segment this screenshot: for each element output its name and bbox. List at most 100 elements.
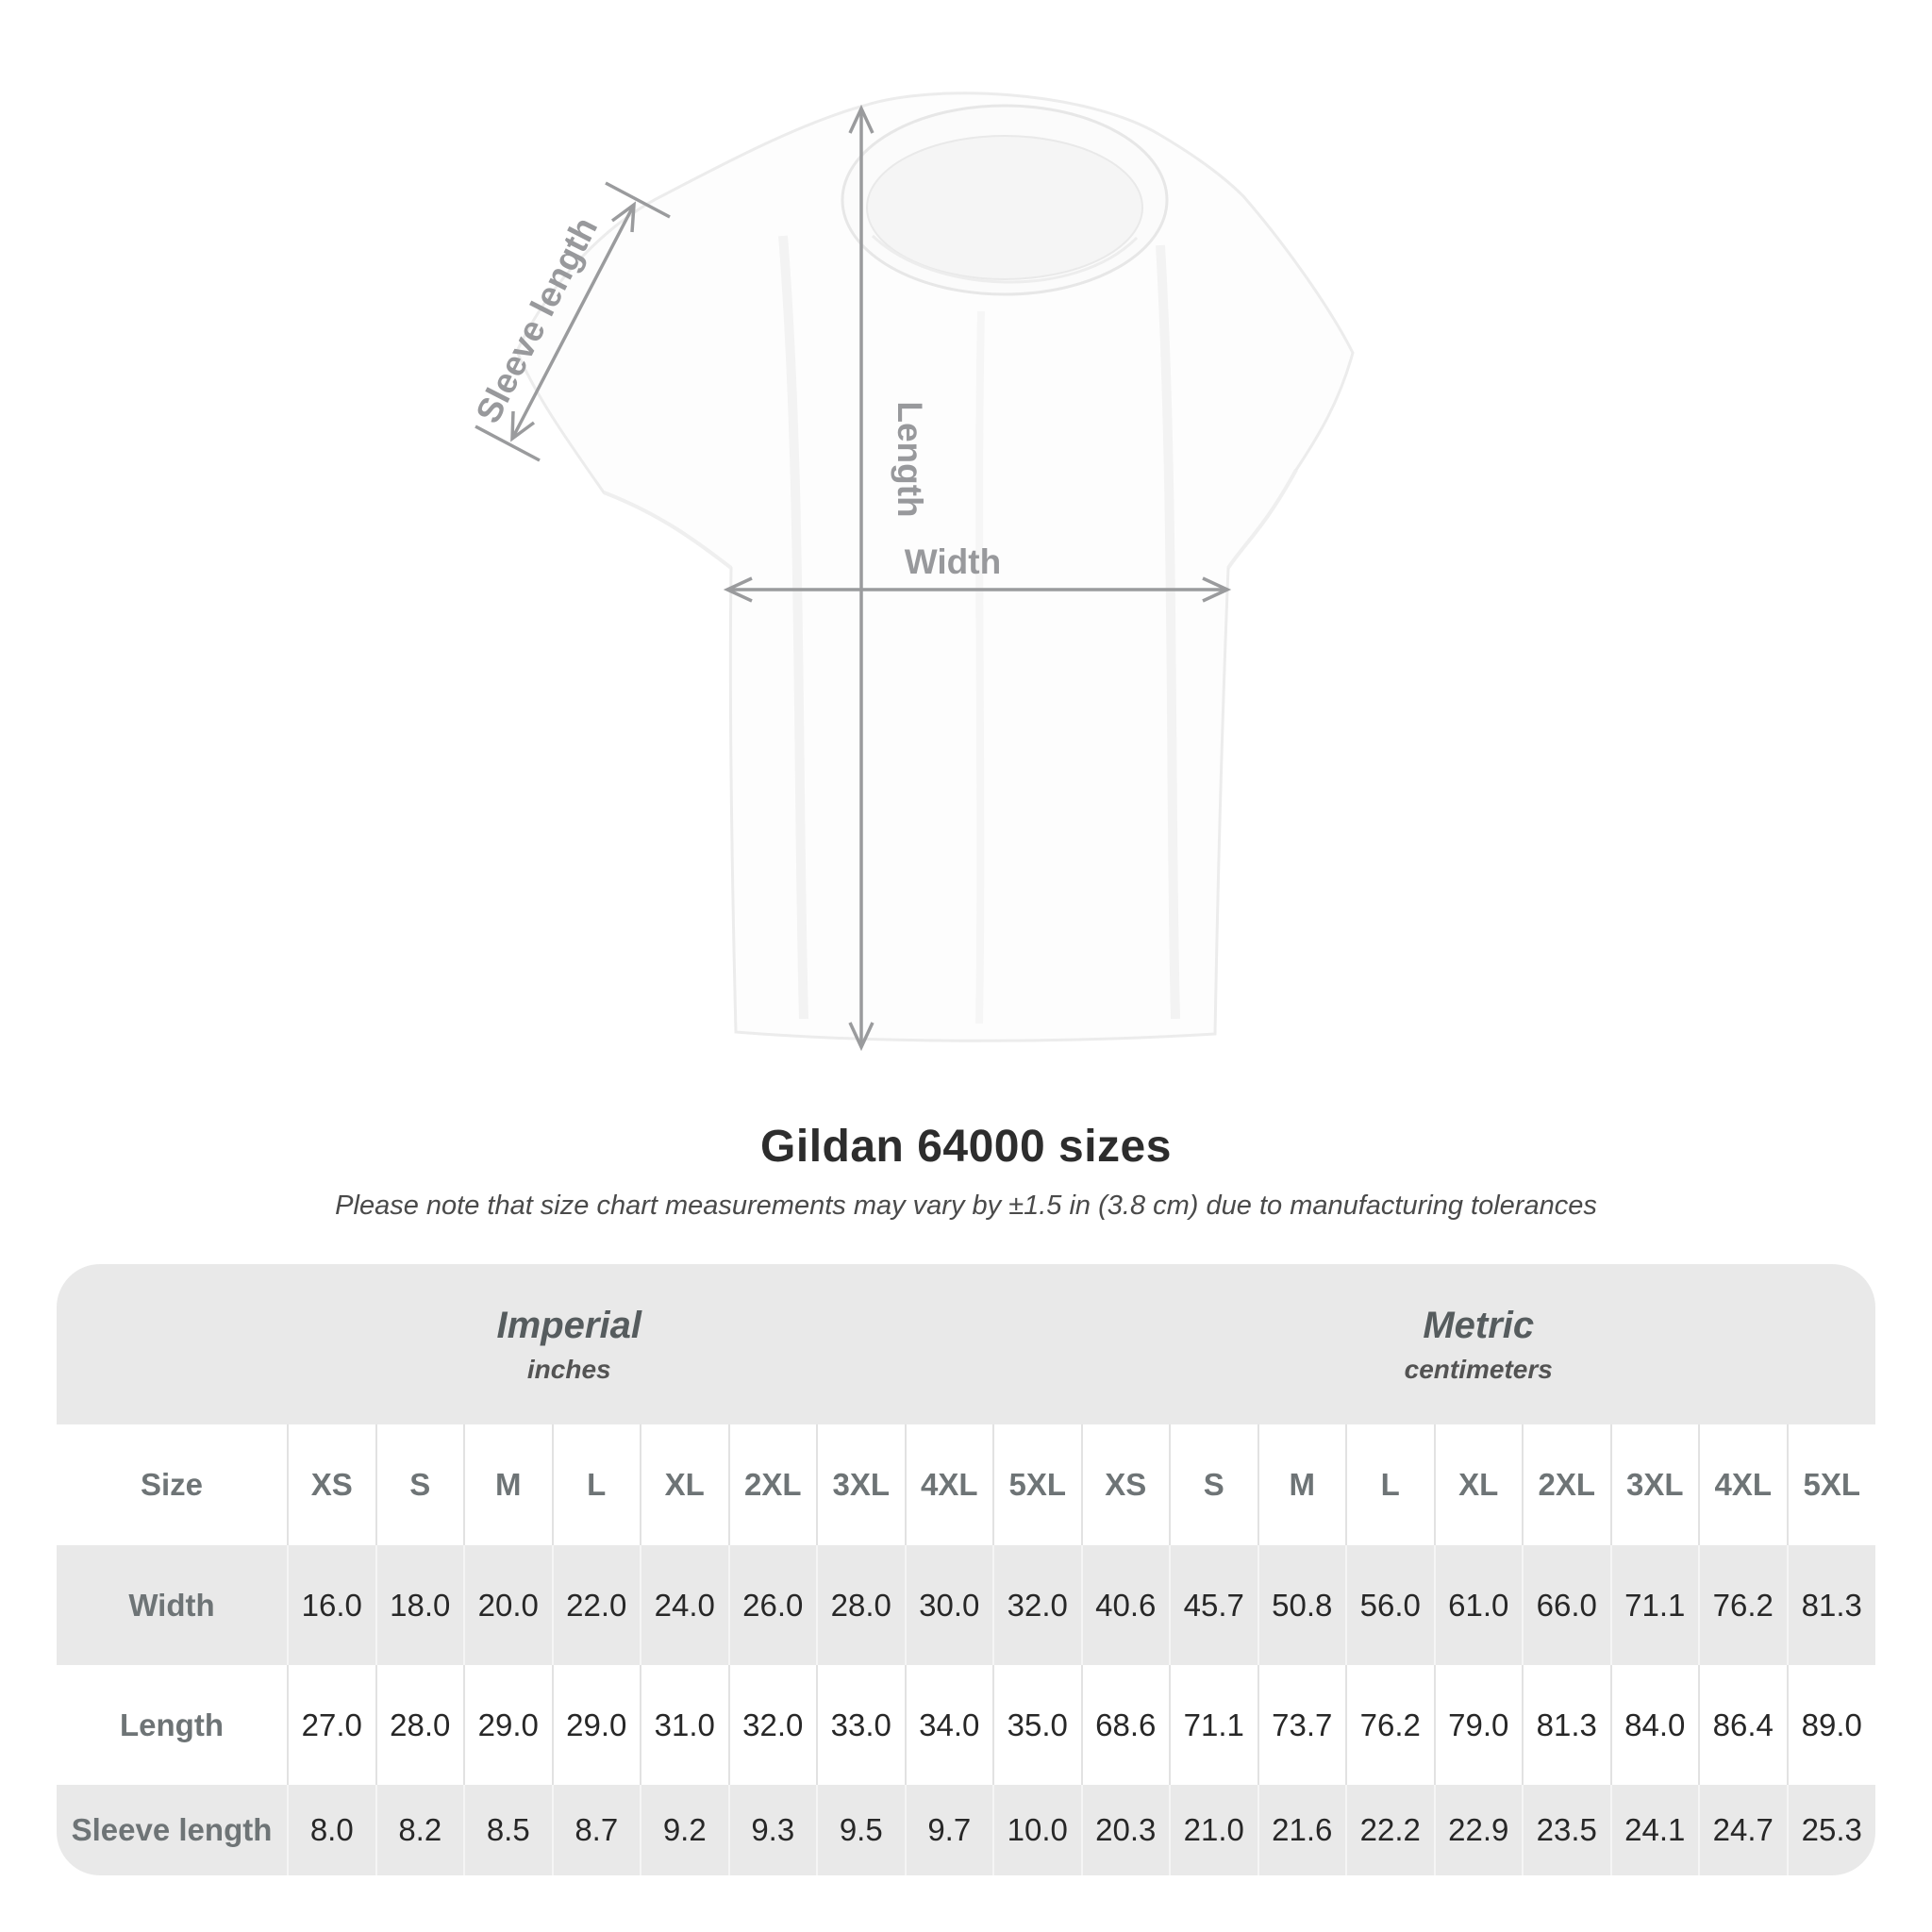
tshirt-illustration [515,92,1355,1042]
sleeve-length-arrow [475,181,671,462]
measurement-value: 9.2 [640,1785,729,1875]
imperial-header: Imperial inches [57,1264,1082,1424]
measurement-value: 89.0 [1786,1665,1875,1785]
measurement-value: 22.9 [1433,1785,1523,1875]
length-label: Length [891,401,929,517]
measurement-annotations [475,104,1232,1052]
measurement-value: 30.0 [904,1545,993,1665]
measurement-value: 50.8 [1257,1545,1346,1665]
size-header-row: Size XS S M L XL 2XL 3XL 4XL 5XL XS S M L XL 2XL 3XL 4XL… [57,1424,1875,1545]
measurement-value: 24.1 [1609,1785,1699,1875]
size-column-header: XS [1080,1424,1170,1545]
measurement-value: 32.0 [727,1665,817,1785]
measurement-value: 8.2 [375,1785,464,1875]
metric-unit-label: centimeters [1404,1355,1553,1384]
page-title: Gildan 64000 sizes [760,1122,1172,1172]
measurement-value: 28.0 [816,1545,906,1665]
measurement-value: 73.7 [1257,1665,1346,1785]
measurement-value: 29.0 [463,1665,553,1785]
measurement-value: 16.0 [287,1545,376,1665]
imperial-unit-label: inches [526,1355,611,1384]
length-arrow [848,104,874,1052]
size-column-header: XL [1433,1424,1523,1545]
size-column-header: 5XL [992,1424,1082,1545]
measurement-value: 71.1 [1169,1665,1258,1785]
measurement-value: 32.0 [992,1545,1082,1665]
size-column-header: 2XL [727,1424,817,1545]
measurement-value: 23.5 [1522,1785,1611,1875]
measurement-value: 86.4 [1698,1665,1788,1785]
size-column-header: 2XL [1522,1424,1611,1545]
size-column-header: 5XL [1786,1424,1875,1545]
measurement-value: 18.0 [375,1545,464,1665]
size-column-header: 3XL [1609,1424,1699,1545]
size-table-body: Width 16.0 18.0 20.0 22.0 24.0 26.0 28.0 30.0 32.… [57,1545,1875,1875]
size-column-header: XL [640,1424,729,1545]
measurement-value: 68.6 [1080,1665,1170,1785]
measurement-value: 71.1 [1609,1545,1699,1665]
measurement-value: 76.2 [1698,1545,1788,1665]
collar-inner [866,135,1143,280]
measurement-value: 76.2 [1345,1665,1435,1785]
size-column-header: L [1345,1424,1435,1545]
measurement-value: 66.0 [1522,1545,1611,1665]
measurement-value: 22.0 [551,1545,641,1665]
measurement-row: Sleeve length 8.0 8.2 8.5 8.7 9.2 9.3 9.5 9.7 10.… [57,1785,1875,1875]
measurement-value: 26.0 [727,1545,817,1665]
width-label: Width [905,542,1001,581]
measurement-value: 84.0 [1609,1665,1699,1785]
measurement-value: 61.0 [1433,1545,1523,1665]
size-table: Imperial inches Metric centimeters Size … [57,1264,1875,1875]
measurement-value: 8.5 [463,1785,553,1875]
measurement-row: Length 27.0 28.0 29.0 29.0 31.0 32.0 33.0 34.0 35… [57,1665,1875,1785]
size-column-header: 4XL [904,1424,993,1545]
measurement-value: 9.3 [727,1785,817,1875]
size-column-header: XS [287,1424,376,1545]
size-table-container: Imperial inches Metric centimeters Size … [57,1264,1875,1875]
measurement-value: 9.5 [816,1785,906,1875]
measurement-value: 25.3 [1786,1785,1875,1875]
measurement-value: 81.3 [1522,1665,1611,1785]
measurement-value: 21.6 [1257,1785,1346,1875]
imperial-header-label: Imperial [496,1305,641,1346]
size-column-header: 3XL [816,1424,906,1545]
measurement-value: 8.7 [551,1785,641,1875]
measurement-value: 20.3 [1080,1785,1170,1875]
measurement-value: 28.0 [375,1665,464,1785]
metric-header: Metric centimeters [1082,1264,1876,1424]
measurement-value: 79.0 [1433,1665,1523,1785]
measurement-value: 34.0 [904,1665,993,1785]
size-column-header: 4XL [1698,1424,1788,1545]
measurement-value: 24.7 [1698,1785,1788,1875]
measurement-row-label: Length [120,1707,224,1742]
tolerance-note: Please note that size chart measurements… [335,1191,1597,1221]
size-column-header: M [1257,1424,1346,1545]
size-column-header: M [463,1424,553,1545]
measurement-row: Width 16.0 18.0 20.0 22.0 24.0 26.0 28.0 30.0 32.… [57,1545,1875,1665]
size-column-title: Size [140,1467,204,1502]
measurement-value: 81.3 [1786,1545,1875,1665]
measurement-value: 9.7 [904,1785,993,1875]
measurement-value: 24.0 [640,1545,729,1665]
unit-band-row: Imperial inches Metric centimeters [57,1264,1875,1424]
measurement-value: 27.0 [287,1665,376,1785]
measurement-row-label: Sleeve length [71,1812,273,1847]
metric-header-label: Metric [1423,1305,1535,1346]
measurement-value: 40.6 [1080,1545,1170,1665]
measurement-value: 31.0 [640,1665,729,1785]
measurement-value: 20.0 [463,1545,553,1665]
measurement-value: 22.2 [1345,1785,1435,1875]
measurement-value: 45.7 [1169,1545,1258,1665]
width-arrow [723,576,1232,603]
measurement-value: 21.0 [1169,1785,1258,1875]
measurement-value: 56.0 [1345,1545,1435,1665]
measurement-value: 29.0 [551,1665,641,1785]
measurement-value: 33.0 [816,1665,906,1785]
tshirt-diagram: Sleeve length Length Width [468,92,1355,1052]
measurement-row-label: Width [128,1587,215,1623]
size-column-header: S [1169,1424,1258,1545]
measurement-value: 35.0 [992,1665,1082,1785]
measurement-value: 10.0 [992,1785,1082,1875]
measurement-value: 8.0 [287,1785,376,1875]
